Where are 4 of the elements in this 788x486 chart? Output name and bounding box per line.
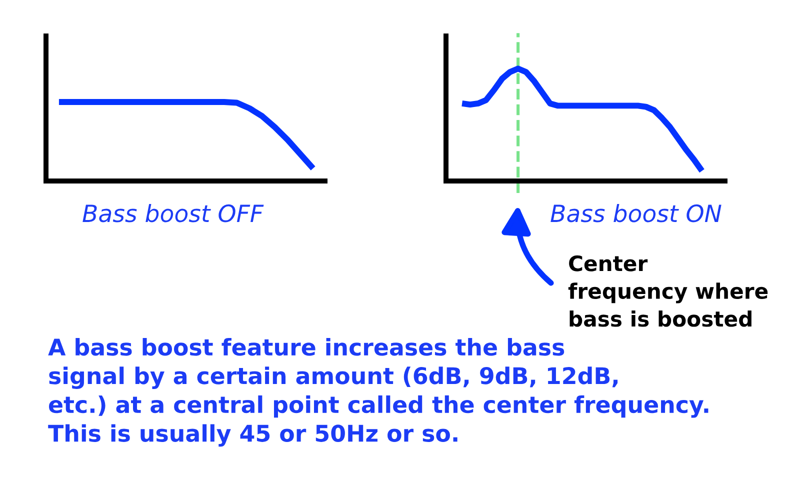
text: Center frequency where bass is boosted (568, 255, 768, 327)
x-axis-title: Bass boost OFF (82, 204, 264, 222)
text: A bass boost feature increases the bass signal by a certain amount (6dB, 9dB, 12dB, etc.) at a central point called the center frequency. This is usually 45 or 50Hz or so. (48, 338, 708, 447)
x-axis-title: Bass boost ON (550, 204, 722, 222)
